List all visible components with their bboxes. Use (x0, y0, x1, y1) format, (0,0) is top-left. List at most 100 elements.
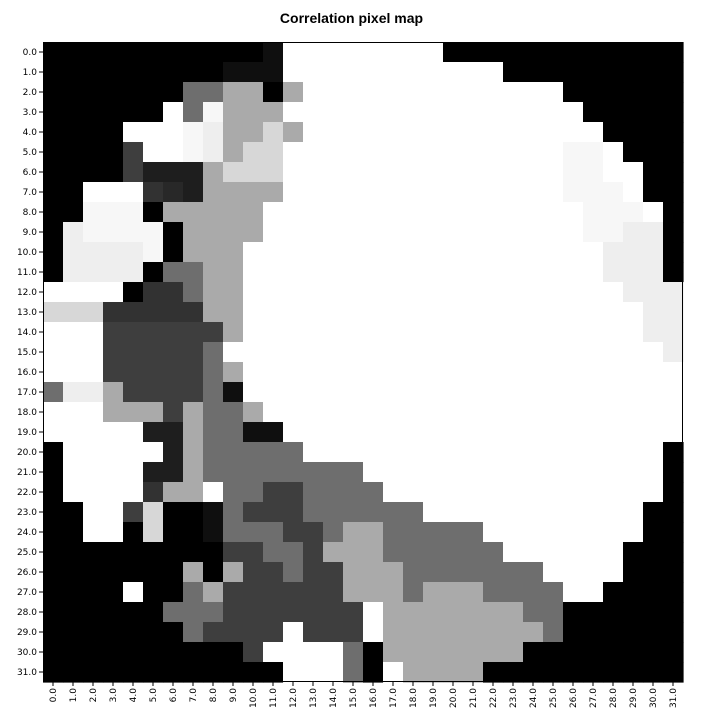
heatmap-cell-21-31 (663, 462, 684, 483)
heatmap-cell-19-11 (263, 422, 284, 443)
heatmap-cell-10-28 (603, 242, 624, 263)
heatmap-cell-8-20 (443, 202, 464, 223)
heatmap-cell-17-9 (223, 382, 244, 403)
heatmap-cell-4-18 (403, 122, 424, 143)
y-tick-label: 14.0 (17, 328, 37, 338)
heatmap-cell-3-27 (583, 102, 604, 123)
heatmap-cell-10-1 (63, 242, 84, 263)
heatmap-cell-19-30 (643, 422, 664, 443)
heatmap-cell-11-19 (423, 262, 444, 283)
heatmap-cell-17-17 (383, 382, 404, 403)
heatmap-cell-2-7 (183, 82, 204, 103)
x-tick-label: 21.0 (469, 688, 479, 708)
heatmap-cell-1-24 (523, 62, 544, 83)
x-tick-label: 20.0 (449, 688, 459, 708)
heatmap-cell-14-30 (643, 322, 664, 343)
heatmap-cell-10-7 (183, 242, 204, 263)
heatmap-cell-19-23 (503, 422, 524, 443)
heatmap-cell-10-12 (283, 242, 304, 263)
heatmap-cell-13-22 (483, 302, 504, 323)
heatmap-cell-17-18 (403, 382, 424, 403)
heatmap-cell-14-11 (263, 322, 284, 343)
heatmap-cell-21-30 (643, 462, 664, 483)
heatmap-cell-31-14 (323, 662, 344, 683)
heatmap-cell-9-17 (383, 222, 404, 243)
heatmap-cell-10-6 (163, 242, 184, 263)
heatmap-cell-17-21 (463, 382, 484, 403)
heatmap-cell-29-21 (463, 622, 484, 643)
heatmap-cell-2-11 (263, 82, 284, 103)
x-tick-label: 26.0 (569, 688, 579, 708)
heatmap-cell-4-3 (103, 122, 124, 143)
heatmap-cell-6-13 (303, 162, 324, 183)
heatmap-cell-25-2 (83, 542, 104, 563)
heatmap-cell-3-11 (263, 102, 284, 123)
heatmap-cell-3-18 (403, 102, 424, 123)
heatmap-cell-5-12 (283, 142, 304, 163)
heatmap-cell-22-22 (483, 482, 504, 503)
heatmap-cell-25-30 (643, 542, 664, 563)
heatmap-cell-29-10 (243, 622, 264, 643)
heatmap-cell-20-23 (503, 442, 524, 463)
heatmap-cell-16-12 (283, 362, 304, 383)
heatmap-cell-7-27 (583, 182, 604, 203)
heatmap-cell-12-15 (343, 282, 364, 303)
heatmap-cell-29-17 (383, 622, 404, 643)
heatmap-cell-24-3 (103, 522, 124, 543)
heatmap-cell-4-1 (63, 122, 84, 143)
heatmap-cell-25-26 (563, 542, 584, 563)
heatmap-cell-30-22 (483, 642, 504, 663)
heatmap-cell-5-29 (623, 142, 644, 163)
heatmap-cell-8-6 (163, 202, 184, 223)
heatmap-cell-27-0 (43, 582, 64, 603)
heatmap-cell-15-30 (643, 342, 664, 363)
heatmap-cell-3-6 (163, 102, 184, 123)
heatmap-cell-8-3 (103, 202, 124, 223)
heatmap-cell-23-23 (503, 502, 524, 523)
heatmap-cell-10-21 (463, 242, 484, 263)
heatmap-cell-4-11 (263, 122, 284, 143)
heatmap-cell-25-19 (423, 542, 444, 563)
heatmap-cell-18-8 (203, 402, 224, 423)
heatmap-cell-31-19 (423, 662, 444, 683)
heatmap-cell-2-13 (303, 82, 324, 103)
heatmap-cell-22-19 (423, 482, 444, 503)
heatmap-cell-5-4 (123, 142, 144, 163)
heatmap-cell-11-14 (323, 262, 344, 283)
heatmap-cell-9-23 (503, 222, 524, 243)
heatmap-cell-30-31 (663, 642, 684, 663)
heatmap-cell-25-24 (523, 542, 544, 563)
heatmap-cell-24-30 (643, 522, 664, 543)
heatmap-cell-4-24 (523, 122, 544, 143)
heatmap-cell-27-4 (123, 582, 144, 603)
heatmap-cell-25-15 (343, 542, 364, 563)
heatmap-cell-30-6 (163, 642, 184, 663)
heatmap-cell-1-0 (43, 62, 64, 83)
heatmap-cell-16-0 (43, 362, 64, 383)
heatmap-cell-19-26 (563, 422, 584, 443)
heatmap-cell-12-31 (663, 282, 684, 303)
heatmap-cell-31-26 (563, 662, 584, 683)
heatmap-cell-31-11 (263, 662, 284, 683)
heatmap-cell-24-19 (423, 522, 444, 543)
heatmap-cell-11-10 (243, 262, 264, 283)
heatmap-cell-22-25 (543, 482, 564, 503)
heatmap-cell-8-12 (283, 202, 304, 223)
heatmap-cell-29-11 (263, 622, 284, 643)
heatmap-cell-30-8 (203, 642, 224, 663)
heatmap-cell-17-20 (443, 382, 464, 403)
heatmap-cell-8-21 (463, 202, 484, 223)
heatmap-cell-17-16 (363, 382, 384, 403)
heatmap-cell-2-16 (363, 82, 384, 103)
heatmap-cell-29-15 (343, 622, 364, 643)
heatmap-cell-25-1 (63, 542, 84, 563)
heatmap-cell-10-31 (663, 242, 684, 263)
heatmap-cell-30-11 (263, 642, 284, 663)
heatmap-cell-2-18 (403, 82, 424, 103)
heatmap-cell-17-1 (63, 382, 84, 403)
heatmap-cell-15-29 (623, 342, 644, 363)
heatmap-cell-13-27 (583, 302, 604, 323)
heatmap-cell-31-1 (63, 662, 84, 683)
heatmap-cell-31-6 (163, 662, 184, 683)
heatmap-cell-10-20 (443, 242, 464, 263)
